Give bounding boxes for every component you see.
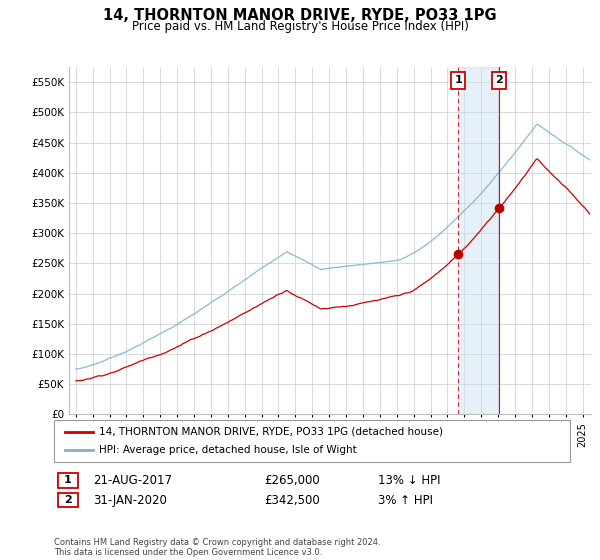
Text: 2: 2 <box>496 76 503 86</box>
Bar <box>458 67 499 414</box>
Text: 21-AUG-2017: 21-AUG-2017 <box>93 474 172 487</box>
Text: 14, THORNTON MANOR DRIVE, RYDE, PO33 1PG (detached house): 14, THORNTON MANOR DRIVE, RYDE, PO33 1PG… <box>99 427 443 437</box>
Text: Price paid vs. HM Land Registry's House Price Index (HPI): Price paid vs. HM Land Registry's House … <box>131 20 469 32</box>
Text: 31-JAN-2020: 31-JAN-2020 <box>93 493 167 507</box>
Text: 1: 1 <box>454 76 462 86</box>
Text: £265,000: £265,000 <box>264 474 320 487</box>
Text: 2: 2 <box>64 495 71 505</box>
Text: 13% ↓ HPI: 13% ↓ HPI <box>378 474 440 487</box>
Text: £342,500: £342,500 <box>264 493 320 507</box>
Text: 1: 1 <box>64 475 71 486</box>
Text: HPI: Average price, detached house, Isle of Wight: HPI: Average price, detached house, Isle… <box>99 445 357 455</box>
Text: Contains HM Land Registry data © Crown copyright and database right 2024.
This d: Contains HM Land Registry data © Crown c… <box>54 538 380 557</box>
Text: 3% ↑ HPI: 3% ↑ HPI <box>378 493 433 507</box>
Text: 14, THORNTON MANOR DRIVE, RYDE, PO33 1PG: 14, THORNTON MANOR DRIVE, RYDE, PO33 1PG <box>103 8 497 24</box>
